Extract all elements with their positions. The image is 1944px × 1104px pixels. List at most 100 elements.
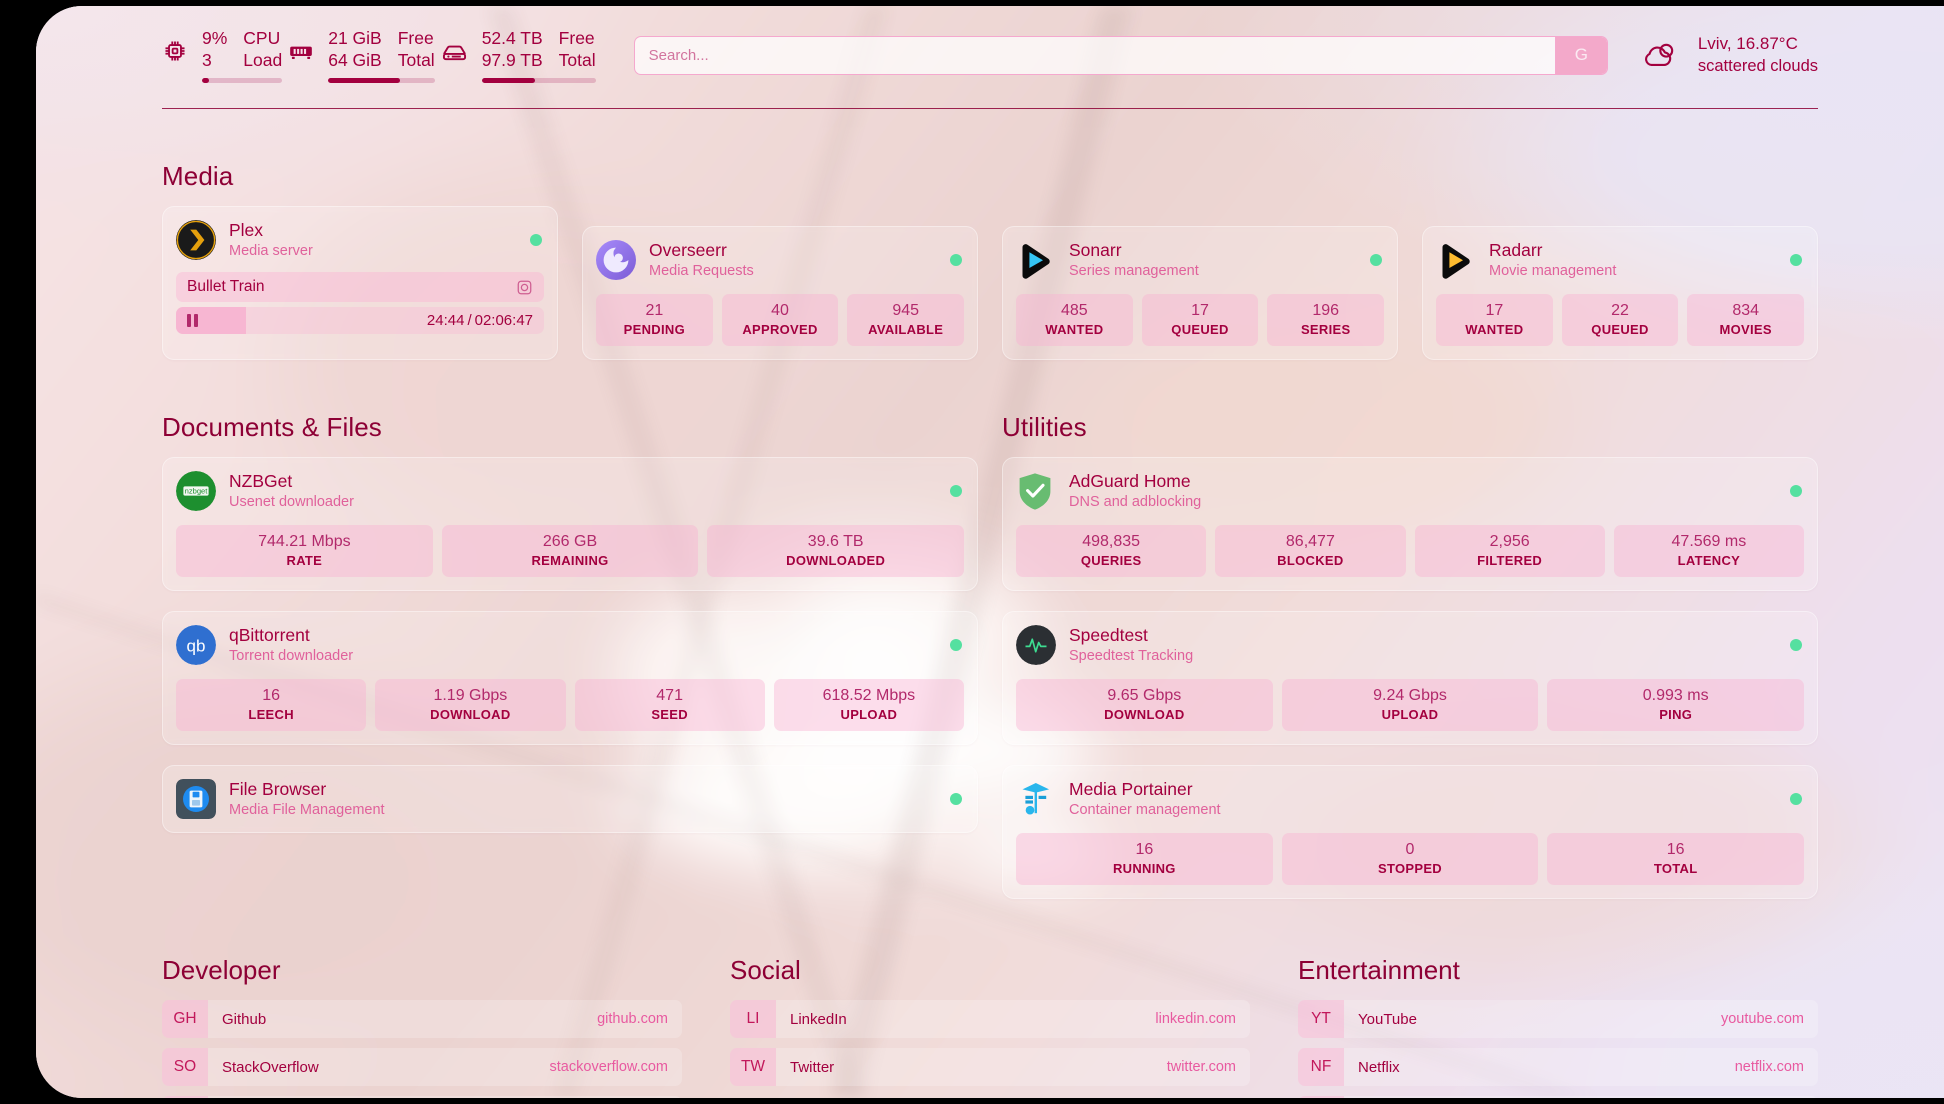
stat-tile[interactable]: 485 WANTED bbox=[1016, 294, 1133, 346]
bookmark-name: Netflix bbox=[1358, 1058, 1400, 1076]
bookmark-item-linkedin[interactable]: LI LinkedIn linkedin.com bbox=[730, 1000, 1250, 1038]
stat-tile[interactable]: 0.993 ms PING bbox=[1547, 679, 1805, 731]
stat-tile[interactable]: 834 MOVIES bbox=[1687, 294, 1805, 346]
service-card-speedtest[interactable]: Speedtest Speedtest Tracking 9.65 Gbps D… bbox=[1002, 611, 1818, 745]
bookmark-group-title: Entertainment bbox=[1298, 955, 1460, 985]
service-card-plex[interactable]: Plex Media server Bullet Train bbox=[162, 206, 558, 360]
stat-label: SEED bbox=[651, 707, 688, 722]
stat-tile[interactable]: 1.19 Gbps DOWNLOAD bbox=[375, 679, 566, 731]
stat-tile[interactable]: 266 GB REMAINING bbox=[441, 525, 699, 577]
bookmark-name: Github bbox=[222, 1010, 267, 1028]
stat-tile[interactable]: 471 SEED bbox=[574, 679, 765, 731]
service-card-radarr[interactable]: Radarr Movie management 17 WANTED 22 QUE… bbox=[1422, 226, 1818, 360]
bookmark-item-github[interactable]: GH Github github.com bbox=[162, 1000, 682, 1038]
service-card-sonarr[interactable]: Sonarr Series management 485 WANTED 17 Q… bbox=[1002, 226, 1398, 360]
stat-tile[interactable]: 40 APPROVED bbox=[721, 294, 839, 346]
stat-value: 17 bbox=[1485, 302, 1504, 319]
bookmark-badge: SO bbox=[162, 1048, 208, 1086]
service-card-overseerr[interactable]: Overseerr Media Requests 21 PENDING 40 A… bbox=[582, 226, 978, 360]
stat-tile[interactable]: 17 WANTED bbox=[1436, 294, 1553, 346]
stat-value: 945 bbox=[892, 302, 920, 319]
cpu-label: CPU bbox=[243, 27, 281, 48]
memory-total-label: Total bbox=[397, 49, 435, 70]
weather-widget[interactable]: Lviv, 16.87°C scattered clouds bbox=[1634, 32, 1818, 78]
status-badge bbox=[1790, 793, 1802, 805]
stat-label: PENDING bbox=[623, 322, 685, 337]
stat-tile[interactable]: 39.6 TB DOWNLOADED bbox=[707, 525, 965, 577]
section-title-media: Media bbox=[162, 161, 234, 191]
status-badge bbox=[1790, 254, 1802, 266]
stat-tile[interactable]: 16 TOTAL bbox=[1547, 833, 1805, 885]
stat-tile[interactable]: 17 QUEUED bbox=[1141, 294, 1259, 346]
playback-progress-bar[interactable]: 24:44/02:06:47 bbox=[176, 307, 544, 334]
stat-label: QUERIES bbox=[1080, 553, 1142, 568]
service-name: Overseerr bbox=[649, 240, 727, 260]
stat-tile[interactable]: 21 PENDING bbox=[596, 294, 713, 346]
documents-column: Documents & Files nzbget NZBGet bbox=[162, 360, 978, 899]
bookmark-badge: TW bbox=[730, 1048, 776, 1086]
service-card-file-browser[interactable]: File Browser Media File Management bbox=[162, 765, 978, 833]
filebrowser-logo bbox=[176, 779, 216, 819]
service-card-adguard-home[interactable]: AdGuard Home DNS and adblocking 498,835 … bbox=[1002, 457, 1818, 591]
status-badge bbox=[1790, 485, 1802, 497]
portainer-logo bbox=[1016, 779, 1056, 819]
bookmark-item-dev[interactable]: DT DEV dev.to bbox=[162, 1096, 682, 1098]
service-desc: Series management bbox=[1069, 263, 1199, 279]
service-desc: DNS and adblocking bbox=[1069, 494, 1202, 510]
stat-tile[interactable]: 16 LEECH bbox=[176, 679, 367, 731]
stat-tile[interactable]: 9.24 Gbps UPLOAD bbox=[1281, 679, 1539, 731]
cpu-widget[interactable]: 9% CPU 3 Load bbox=[162, 28, 288, 83]
service-desc: Usenet downloader bbox=[229, 494, 354, 510]
stat-row: 17 WANTED 22 QUEUED 834 MOVIES bbox=[1436, 294, 1805, 346]
stat-tile[interactable]: 16 RUNNING bbox=[1016, 833, 1273, 885]
search-submit-button[interactable]: G bbox=[1554, 36, 1607, 74]
stat-tile[interactable]: 618.52 Mbps UPLOAD bbox=[773, 679, 964, 731]
qbittorrent-logo: qb bbox=[176, 625, 216, 665]
service-desc: Torrent downloader bbox=[229, 648, 354, 664]
stat-tile[interactable]: 86,477 BLOCKED bbox=[1215, 525, 1406, 577]
stat-value: 22 bbox=[1611, 302, 1629, 319]
bookmark-item-netflix[interactable]: NF Netflix netflix.com bbox=[1298, 1048, 1818, 1086]
search-input[interactable] bbox=[634, 36, 1555, 74]
stat-value: 86,477 bbox=[1285, 533, 1335, 550]
stat-tile[interactable]: 196 SERIES bbox=[1267, 294, 1385, 346]
stat-tile[interactable]: 744.21 Mbps RATE bbox=[176, 525, 433, 577]
cast-icon[interactable] bbox=[516, 279, 533, 296]
stat-tile[interactable]: 0 STOPPED bbox=[1281, 833, 1539, 885]
memory-widget[interactable]: 21 GiB Free 64 GiB Total bbox=[288, 28, 440, 83]
stat-tile[interactable]: 498,835 QUERIES bbox=[1016, 525, 1207, 577]
bookmark-item-reddit[interactable]: RE Reddit reddit.com bbox=[1298, 1096, 1818, 1098]
plex-logo bbox=[176, 220, 216, 260]
memory-total: 64 GiB bbox=[328, 49, 382, 70]
stat-row: 9.65 Gbps DOWNLOAD 9.24 Gbps UPLOAD 0.99… bbox=[1016, 679, 1805, 731]
search-box[interactable]: G bbox=[633, 35, 1608, 75]
bookmark-badge: NF bbox=[1298, 1048, 1344, 1086]
stat-label: RATE bbox=[286, 553, 323, 568]
stat-tile[interactable]: 2,956 FILTERED bbox=[1414, 525, 1605, 577]
weather-location-temp: Lviv, 16.87°C bbox=[1697, 34, 1798, 53]
service-card-nzbget[interactable]: nzbget NZBGet Usenet downloader 744.21 M… bbox=[162, 457, 978, 591]
service-card-media-portainer[interactable]: Media Portainer Container management 16 … bbox=[1002, 765, 1818, 899]
stat-tile[interactable]: 945 AVAILABLE bbox=[847, 294, 965, 346]
pause-icon[interactable] bbox=[187, 314, 198, 327]
stat-row: 21 PENDING 40 APPROVED 945 AVAILABLE bbox=[596, 294, 965, 346]
stat-tile[interactable]: 22 QUEUED bbox=[1561, 294, 1679, 346]
stat-label: PING bbox=[1659, 707, 1693, 722]
disk-free-label: Free bbox=[558, 27, 595, 48]
dashboard-window: 9% CPU 3 Load bbox=[36, 6, 1944, 1098]
service-card-qbittorrent[interactable]: qb qBittorrent Torrent downloader 16 LEE… bbox=[162, 611, 978, 745]
service-desc: Container management bbox=[1069, 802, 1221, 818]
now-playing-bar[interactable]: Bullet Train bbox=[176, 272, 544, 302]
bookmarks-grid: Developer GH Github github.com SO StackO… bbox=[162, 905, 1818, 1098]
status-badge bbox=[950, 485, 962, 497]
disk-widget[interactable]: 52.4 TB Free 97.9 TB Total bbox=[441, 28, 602, 83]
stat-label: REMAINING bbox=[531, 553, 609, 568]
bookmark-item-youtube[interactable]: YT YouTube youtube.com bbox=[1298, 1000, 1818, 1038]
bookmark-url: linkedin.com bbox=[1155, 1011, 1236, 1027]
cpu-value-secondary: 3 bbox=[202, 49, 212, 70]
bookmark-item-twitter[interactable]: TW Twitter twitter.com bbox=[730, 1048, 1250, 1086]
stat-tile[interactable]: 47.569 ms LATENCY bbox=[1613, 525, 1804, 577]
stat-tile[interactable]: 9.65 Gbps DOWNLOAD bbox=[1016, 679, 1273, 731]
memory-free-label: Free bbox=[397, 27, 434, 48]
bookmark-item-stackoverflow[interactable]: SO StackOverflow stackoverflow.com bbox=[162, 1048, 682, 1086]
